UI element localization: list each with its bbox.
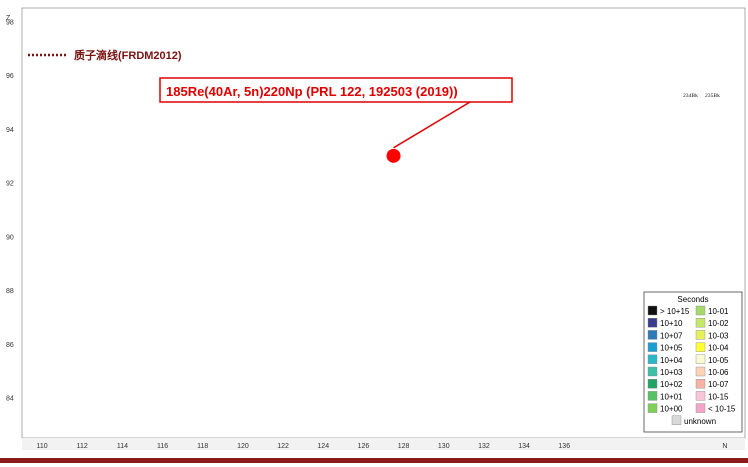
legend-swatch: [695, 305, 706, 316]
legend-swatch: [647, 330, 658, 340]
x-axis-band: [22, 438, 745, 450]
y-tick-label: 90: [6, 234, 14, 241]
legend-swatch: [695, 391, 706, 401]
x-tick-label: 132: [478, 443, 490, 450]
legend-box: [643, 291, 743, 433]
annotation-text: 185Re(40Ar, 5n)220Np (PRL 122, 192503 (2…: [166, 84, 458, 99]
legend-swatch: [695, 403, 706, 413]
annotation: 质子滴线(FRDM2012) 185Re(40Ar, 5n)220Np (PRL …: [28, 48, 720, 163]
legend-swatch: [695, 354, 706, 364]
legend-swatch: [647, 366, 658, 377]
legend-label: 10+07: [660, 331, 683, 340]
footer-bar: [0, 458, 748, 463]
y-tick-label: 92: [6, 181, 14, 188]
corner-label: 234Bk: [683, 93, 698, 99]
legend-swatch: [671, 415, 682, 425]
x-tick-label: 122: [277, 443, 289, 450]
legend-label: 10+10: [660, 319, 683, 328]
legend-label: 10-02: [708, 319, 729, 328]
legend-swatch: [647, 403, 658, 413]
legend-label: > 10+15: [660, 307, 690, 316]
legend-swatch: [647, 305, 658, 316]
legend-label: 10-01: [708, 307, 729, 316]
legend-label: 10+05: [660, 344, 683, 353]
legend-label: 10+01: [660, 392, 683, 401]
legend-label: unknown: [684, 417, 716, 426]
legend-label: 10+04: [660, 356, 683, 365]
marked-nuclide: [386, 148, 401, 163]
y-tick-label: 98: [6, 19, 14, 26]
y-tick-label: 94: [6, 127, 14, 134]
x-tick-label: 114: [117, 443, 128, 450]
annotation-box: [159, 77, 513, 103]
legend-label: 10+00: [660, 405, 683, 414]
x-tick-label: 112: [77, 443, 88, 450]
x-tick-label: 124: [317, 443, 329, 450]
legend-label: 10-06: [708, 368, 729, 377]
y-tick-label: 86: [6, 342, 14, 349]
legend-swatch: [695, 318, 706, 328]
halflife-legend: Seconds > 10+15 10-01 10+10 10-02 10+07 10-03 1…: [643, 291, 743, 433]
x-tick-label: 118: [197, 443, 208, 450]
plot-frame: [21, 7, 746, 439]
annotation-arrow: [393, 101, 471, 149]
x-tick-label: 134: [518, 443, 530, 450]
y-tick-label: 84: [6, 396, 14, 403]
legend-label: < 10-15: [708, 405, 736, 414]
legend-title: Seconds: [677, 295, 708, 304]
x-tick-label: N: [722, 443, 727, 450]
legend-label: 10-07: [708, 380, 729, 389]
legend-swatch: [695, 342, 706, 352]
y-tick-label: 96: [6, 73, 14, 80]
x-tick-label: 120: [237, 443, 249, 450]
legend-swatch: [695, 366, 706, 377]
legend-swatch: [647, 379, 658, 389]
x-tick-label: 136: [558, 443, 570, 450]
legend-swatch: [647, 342, 658, 352]
legend-label: 10+03: [660, 368, 683, 377]
y-axis-label: Z: [6, 15, 11, 22]
corner-label: 235Bk: [705, 93, 720, 99]
frdm-legend-text: 质子滴线(FRDM2012): [74, 48, 182, 62]
legend-label: 10-05: [708, 356, 729, 365]
legend-label: 10-15: [708, 392, 729, 401]
legend-label: 10-03: [708, 331, 729, 340]
x-tick-label: 128: [398, 443, 410, 450]
legend-label: 10+02: [660, 380, 683, 389]
legend-swatch: [647, 318, 658, 328]
x-tick-label: 130: [438, 443, 450, 450]
y-tick-label: 88: [6, 288, 14, 295]
x-tick-label: 110: [36, 443, 47, 450]
legend-label: 10-04: [708, 344, 729, 353]
legend-swatch: [647, 354, 658, 364]
legend-swatch: [695, 379, 706, 389]
legend-swatch: [647, 391, 658, 401]
x-tick-label: 126: [358, 443, 370, 450]
x-tick-label: 116: [157, 443, 168, 450]
legend-swatch: [695, 330, 706, 340]
axes: Z 84 86 88 90 92 94 96 98 110 112 114 116 118 120 122 12…: [0, 7, 748, 463]
